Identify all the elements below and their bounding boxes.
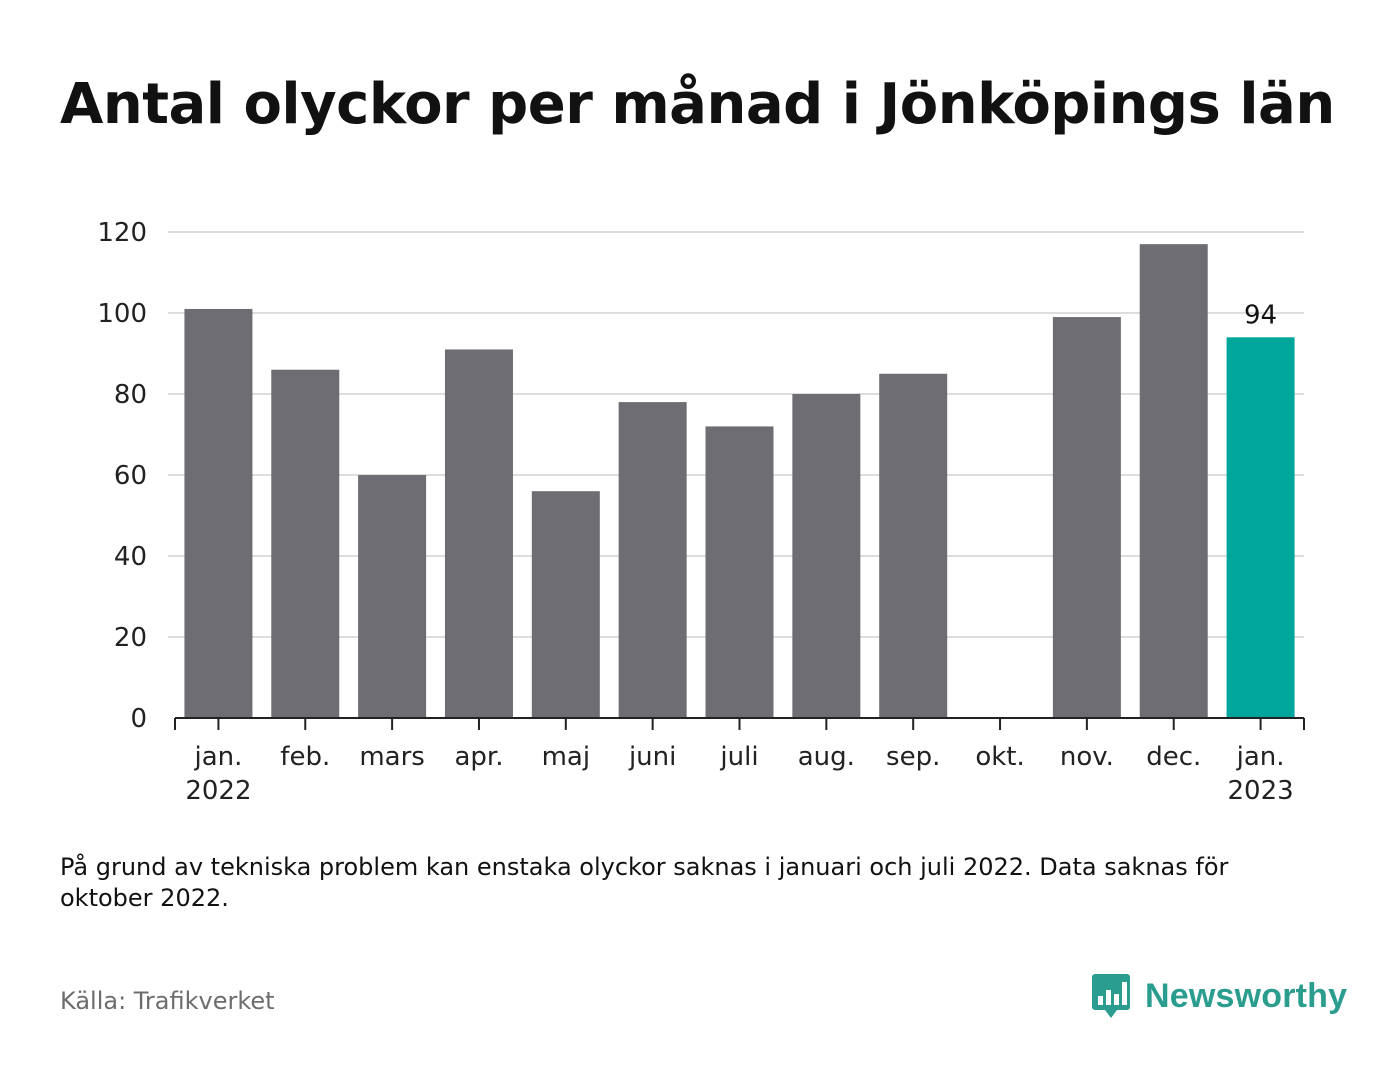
- newsworthy-logo-icon: [1092, 974, 1130, 1018]
- y-tick-label: 60: [114, 461, 147, 491]
- x-tick-label: dec.: [1146, 742, 1201, 772]
- x-tick-label: apr.: [454, 742, 503, 772]
- chart-title: Antal olyckor per månad i Jönköpings län: [60, 72, 1335, 137]
- x-tick-label: jan.: [193, 742, 242, 772]
- x-axis-labels: jan. 2022 feb. mars apr. maj juni juli aug. sep. o…: [185, 742, 1293, 806]
- data-labels: 94: [1244, 300, 1277, 330]
- data-label: 94: [1244, 300, 1277, 330]
- source-label: Källa: Trafikverket: [60, 987, 275, 1015]
- bar: [1052, 317, 1121, 718]
- x-tick-label: maj: [542, 742, 590, 772]
- bar: [531, 491, 600, 718]
- bar: [358, 475, 427, 718]
- bar: [1226, 337, 1295, 718]
- x-tick-label: okt.: [975, 742, 1024, 772]
- x-axis: [174, 717, 1305, 730]
- y-tick-label: 80: [114, 380, 147, 410]
- bar: [271, 369, 340, 718]
- bar: [705, 426, 774, 718]
- footnote: På grund av tekniska problem kan enstaka…: [60, 853, 1229, 912]
- bar: [618, 402, 687, 718]
- y-tick-label: 100: [97, 299, 147, 329]
- x-tick-label: jan.: [1236, 742, 1285, 772]
- x-tick-label: 2022: [185, 776, 251, 806]
- x-tick-label: juni: [628, 742, 676, 772]
- x-tick-label: feb.: [280, 742, 330, 772]
- x-tick-label: mars: [359, 742, 425, 772]
- bar: [184, 308, 253, 718]
- x-tick-label: juli: [719, 742, 758, 772]
- brand-name: Newsworthy: [1145, 976, 1348, 1015]
- bar: [792, 394, 861, 718]
- bar: [879, 373, 948, 718]
- x-tick-label: nov.: [1060, 742, 1114, 772]
- y-axis-labels: 0 20 40 60 80 100 120: [97, 218, 147, 734]
- y-tick-label: 120: [97, 218, 147, 248]
- y-tick-label: 20: [114, 623, 147, 653]
- x-tick-label: sep.: [886, 742, 940, 772]
- y-tick-label: 40: [114, 542, 147, 572]
- x-tick-label: 2023: [1227, 776, 1293, 806]
- bar: [444, 349, 513, 718]
- bar: [1139, 244, 1208, 718]
- bars: [184, 244, 1295, 718]
- brand-logo[interactable]: Newsworthy: [1091, 972, 1347, 1020]
- y-tick-label: 0: [130, 704, 147, 734]
- x-tick-label: aug.: [798, 742, 855, 772]
